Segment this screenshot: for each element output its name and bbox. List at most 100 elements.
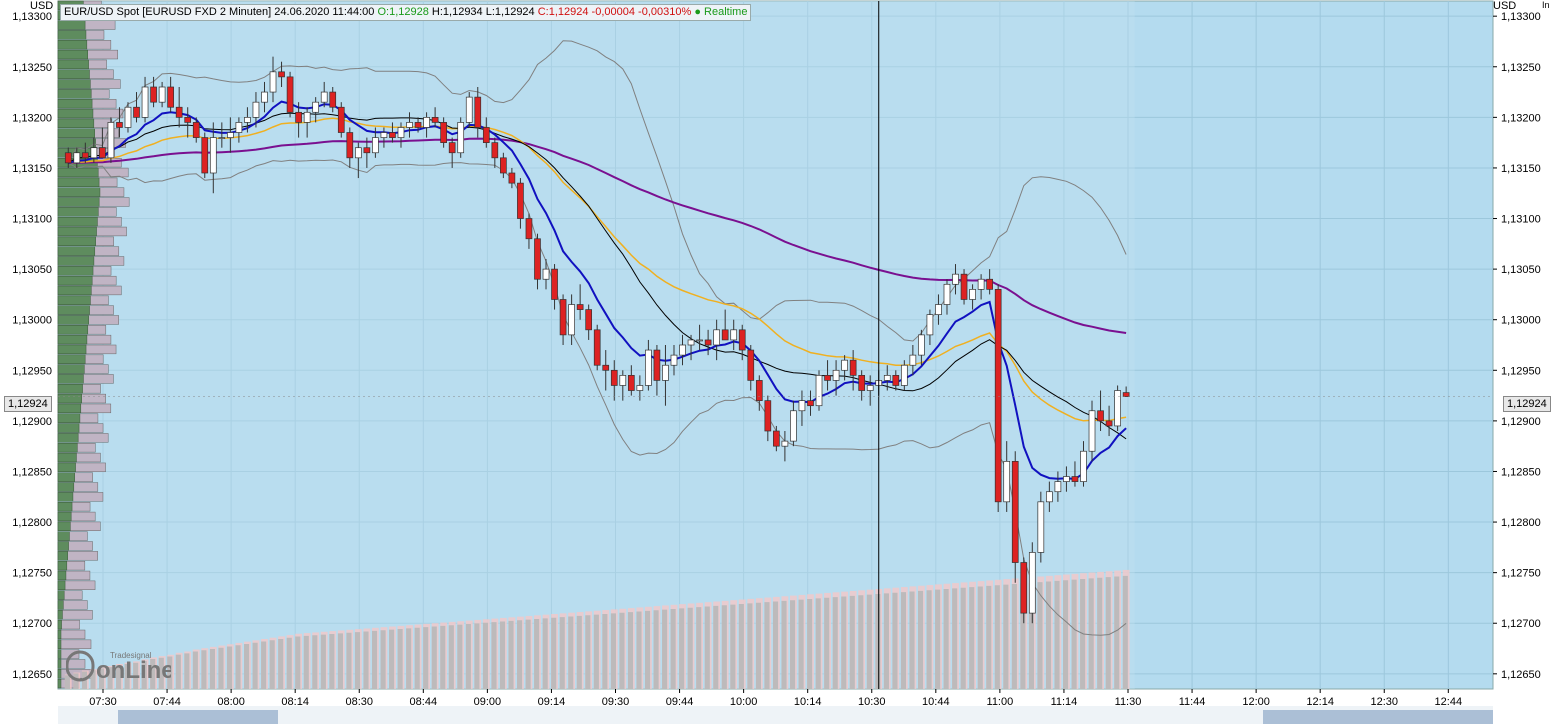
profile-bar-green: [57, 334, 88, 345]
x-tick-label: 07:30: [89, 696, 117, 708]
profile-bar-green: [57, 669, 62, 679]
x-tick-label: 08:00: [217, 696, 245, 708]
candle-body: [824, 375, 831, 381]
volume-bar: [585, 615, 591, 689]
x-tick-label: 11:44: [1179, 696, 1206, 708]
candle: [337, 102, 345, 138]
candle: [883, 365, 891, 391]
candle-body: [1088, 410, 1096, 452]
candle: [295, 102, 302, 138]
candle-body: [755, 380, 763, 401]
candle: [363, 137, 371, 168]
profile-bar-green: [57, 364, 85, 374]
candle: [679, 334, 686, 366]
candle-body: [278, 71, 285, 78]
volume-bar: [755, 602, 762, 689]
candle: [610, 360, 618, 401]
candle: [977, 274, 985, 300]
volume-bar: [551, 617, 557, 689]
volume-bar: [866, 594, 872, 689]
y-tick-label-right: 1,13300: [1501, 11, 1541, 23]
candle: [1054, 471, 1062, 502]
volume-bar: [679, 608, 685, 689]
y-tick-label-left: 1,13200: [12, 112, 52, 124]
volume-bar: [1045, 581, 1052, 689]
candle-body: [1011, 461, 1019, 563]
corner-label[interactable]: In: [1542, 0, 1550, 10]
volume-bar: [184, 653, 190, 689]
volume-bar: [64, 675, 70, 689]
profile-bar-green: [57, 403, 82, 414]
volume-bar: [218, 647, 224, 689]
y-tick-label-right: 1,13150: [1501, 163, 1541, 175]
y-tick-label-right: 1,12650: [1501, 669, 1541, 681]
candle-body: [704, 339, 712, 346]
volume-bar: [602, 614, 608, 689]
profile-bar-green: [57, 79, 91, 89]
candle-body: [909, 354, 917, 366]
profile-bar-green: [57, 384, 83, 394]
candle: [815, 370, 823, 411]
volume-bar: [482, 622, 489, 689]
y-tick-label-right: 1,12800: [1501, 517, 1541, 529]
navigator-range: [1263, 710, 1493, 724]
candle: [534, 233, 541, 290]
profile-bar-green: [57, 541, 69, 551]
candle-body: [849, 359, 857, 376]
candle-body: [269, 71, 277, 93]
candle: [935, 294, 942, 325]
candle-body: [124, 106, 132, 128]
candle-body: [448, 142, 456, 154]
profile-bar-green: [57, 99, 93, 109]
volume-bar: [201, 650, 207, 689]
candle-body: [474, 96, 482, 128]
high-value: H:1,12934: [431, 6, 483, 18]
candle: [687, 334, 695, 361]
profile-bar-green: [57, 580, 66, 590]
svg-text:onLine: onLine: [96, 657, 171, 684]
candle: [730, 319, 738, 351]
x-tick-label: 12:14: [1306, 696, 1334, 708]
candle-body: [918, 334, 925, 356]
candle-body: [329, 91, 337, 108]
profile-bar-green: [57, 69, 90, 79]
profile-bar-green: [57, 315, 89, 325]
candle-body: [900, 364, 908, 386]
candle-body: [969, 289, 976, 300]
candle: [175, 87, 183, 128]
candle: [141, 76, 149, 123]
volume-bar: [209, 649, 216, 689]
volume-bar: [508, 620, 514, 689]
candle-body: [482, 127, 490, 143]
candle: [841, 355, 848, 381]
candle: [602, 350, 610, 391]
volume-bar: [662, 609, 668, 689]
candle-body: [158, 86, 166, 103]
candle-body: [1071, 476, 1079, 482]
volume-bar: [900, 592, 907, 689]
candle-body: [679, 344, 686, 356]
candle-body: [994, 289, 1002, 503]
candle: [124, 102, 132, 133]
volume-bar: [619, 612, 625, 689]
candle: [704, 329, 712, 356]
volume-bar: [1114, 576, 1120, 689]
volume-bar: [423, 627, 429, 689]
profile-bar-green: [57, 236, 96, 246]
ema-slow-line: [68, 137, 1127, 334]
candle: [474, 87, 482, 138]
y-tick-label-right: 1,12700: [1501, 618, 1541, 630]
candle-body: [380, 132, 388, 138]
candle-body: [1046, 491, 1053, 503]
candle: [585, 304, 593, 340]
profile-bar-green: [57, 216, 98, 227]
volume-bar: [764, 602, 770, 689]
candle-body: [534, 238, 541, 280]
candle: [670, 345, 678, 376]
candle-body: [1063, 476, 1070, 482]
candle-body: [218, 137, 226, 139]
candle: [209, 122, 217, 194]
volume-bar: [858, 595, 864, 689]
candle-body: [73, 152, 81, 164]
